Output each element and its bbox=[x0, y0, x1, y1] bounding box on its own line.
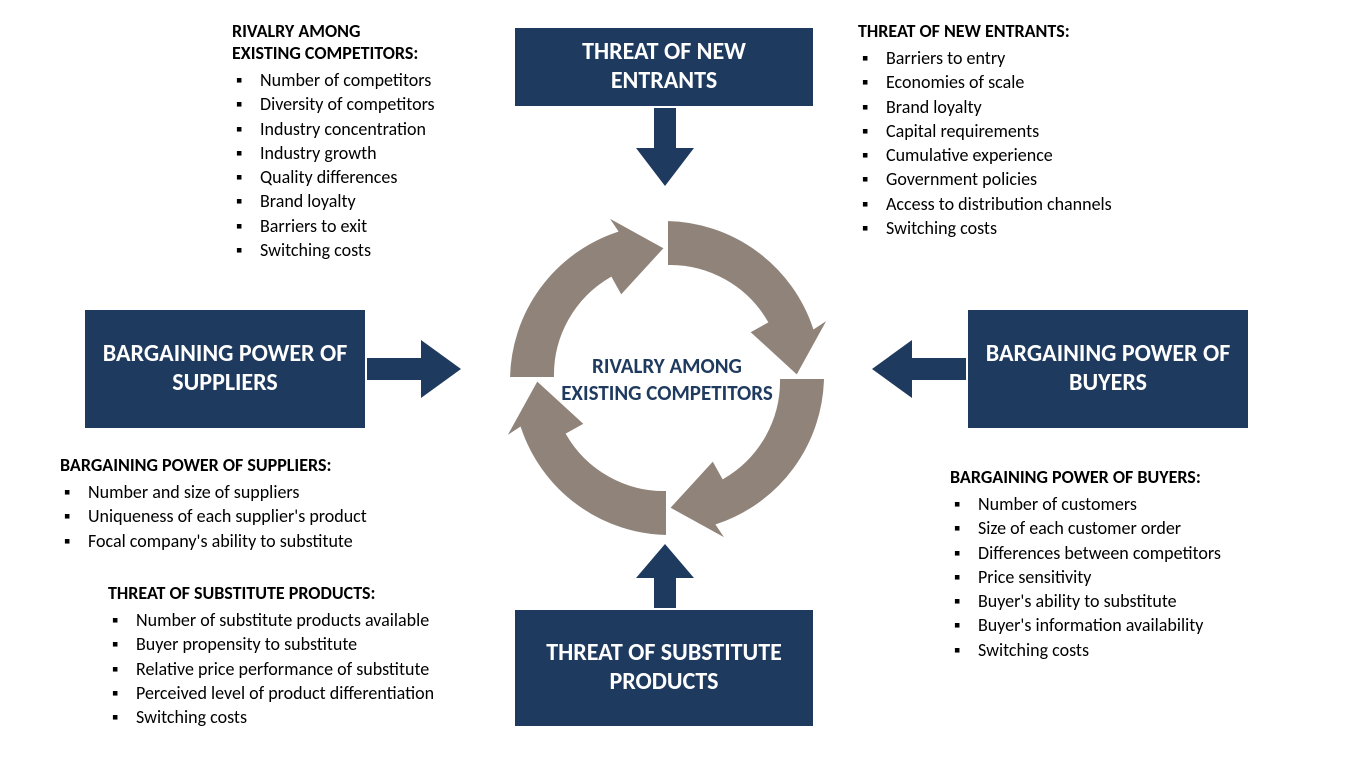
suppliers-list: Number and size of suppliersUniqueness o… bbox=[60, 480, 367, 553]
list-item: Switching costs bbox=[978, 638, 1221, 662]
list-item: Buyer's ability to substitute bbox=[978, 589, 1221, 613]
suppliers-heading: BARGAINING POWER OF SUPPLIERS: bbox=[60, 454, 367, 476]
substitutes-heading: THREAT OF SUBSTITUTE PRODUCTS: bbox=[108, 582, 434, 604]
arrow-up-icon bbox=[636, 544, 694, 608]
list-item: Size of each customer order bbox=[978, 516, 1221, 540]
list-item: Diversity of competitors bbox=[260, 92, 435, 116]
buyers-heading: BARGAINING POWER OF BUYERS: bbox=[950, 466, 1221, 488]
substitutes-list: Number of substitute products availableB… bbox=[108, 608, 434, 729]
list-item: Switching costs bbox=[136, 705, 434, 729]
list-item: Number of competitors bbox=[260, 68, 435, 92]
list-item: Capital requirements bbox=[886, 119, 1112, 143]
force-box-bottom: THREAT OF SUBSTITUTE PRODUCTS bbox=[515, 610, 813, 726]
list-item: Number of substitute products available bbox=[136, 608, 434, 632]
list-item: Brand loyalty bbox=[886, 95, 1112, 119]
force-right-label: BARGAINING POWER OF BUYERS bbox=[980, 340, 1236, 398]
list-item: Cumulative experience bbox=[886, 143, 1112, 167]
force-box-right: BARGAINING POWER OF BUYERS bbox=[968, 310, 1248, 428]
buyers-details: BARGAINING POWER OF BUYERS: Number of cu… bbox=[950, 466, 1221, 662]
force-box-top: THREAT OF NEW ENTRANTS bbox=[515, 28, 813, 106]
rivalry-heading: RIVALRY AMONG EXISTING COMPETITORS: bbox=[232, 20, 435, 64]
rivalry-details: RIVALRY AMONG EXISTING COMPETITORS: Numb… bbox=[232, 20, 435, 262]
list-item: Differences between competitors bbox=[978, 541, 1221, 565]
arrow-down-icon bbox=[636, 108, 694, 186]
list-item: Buyer's information availability bbox=[978, 613, 1221, 637]
new-entrants-list: Barriers to entryEconomies of scaleBrand… bbox=[858, 46, 1112, 240]
list-item: Price sensitivity bbox=[978, 565, 1221, 589]
list-item: Brand loyalty bbox=[260, 189, 435, 213]
rivalry-list: Number of competitorsDiversity of compet… bbox=[232, 68, 435, 262]
list-item: Focal company's ability to substitute bbox=[88, 529, 367, 553]
buyers-list: Number of customersSize of each customer… bbox=[950, 492, 1221, 662]
force-bottom-label: THREAT OF SUBSTITUTE PRODUCTS bbox=[527, 639, 801, 697]
list-item: Relative price performance of substitute bbox=[136, 657, 434, 681]
list-item: Perceived level of product differentiati… bbox=[136, 681, 434, 705]
list-item: Industry concentration bbox=[260, 117, 435, 141]
list-item: Access to distribution channels bbox=[886, 192, 1112, 216]
list-item: Barriers to entry bbox=[886, 46, 1112, 70]
list-item: Number of customers bbox=[978, 492, 1221, 516]
substitutes-details: THREAT OF SUBSTITUTE PRODUCTS: Number of… bbox=[108, 582, 434, 729]
new-entrants-details: THREAT OF NEW ENTRANTS: Barriers to entr… bbox=[858, 20, 1112, 240]
force-left-label: BARGAINING POWER OF SUPPLIERS bbox=[97, 340, 353, 398]
suppliers-details: BARGAINING POWER OF SUPPLIERS: Number an… bbox=[60, 454, 367, 553]
list-item: Uniqueness of each supplier's product bbox=[88, 504, 367, 528]
center-text: RIVALRY AMONG EXISTING COMPETITORS bbox=[560, 353, 774, 408]
list-item: Number and size of suppliers bbox=[88, 480, 367, 504]
new-entrants-heading: THREAT OF NEW ENTRANTS: bbox=[858, 20, 1112, 42]
list-item: Quality differences bbox=[260, 165, 435, 189]
list-item: Switching costs bbox=[886, 216, 1112, 240]
list-item: Barriers to exit bbox=[260, 214, 435, 238]
list-item: Economies of scale bbox=[886, 70, 1112, 94]
list-item: Buyer propensity to substitute bbox=[136, 632, 434, 656]
list-item: Government policies bbox=[886, 167, 1112, 191]
center-label: RIVALRY AMONG EXISTING COMPETITORS bbox=[560, 310, 774, 450]
arrow-left-icon bbox=[872, 340, 966, 398]
force-box-left: BARGAINING POWER OF SUPPLIERS bbox=[85, 310, 365, 428]
force-top-label: THREAT OF NEW ENTRANTS bbox=[527, 38, 801, 96]
arrow-right-icon bbox=[367, 340, 461, 398]
list-item: Industry growth bbox=[260, 141, 435, 165]
list-item: Switching costs bbox=[260, 238, 435, 262]
